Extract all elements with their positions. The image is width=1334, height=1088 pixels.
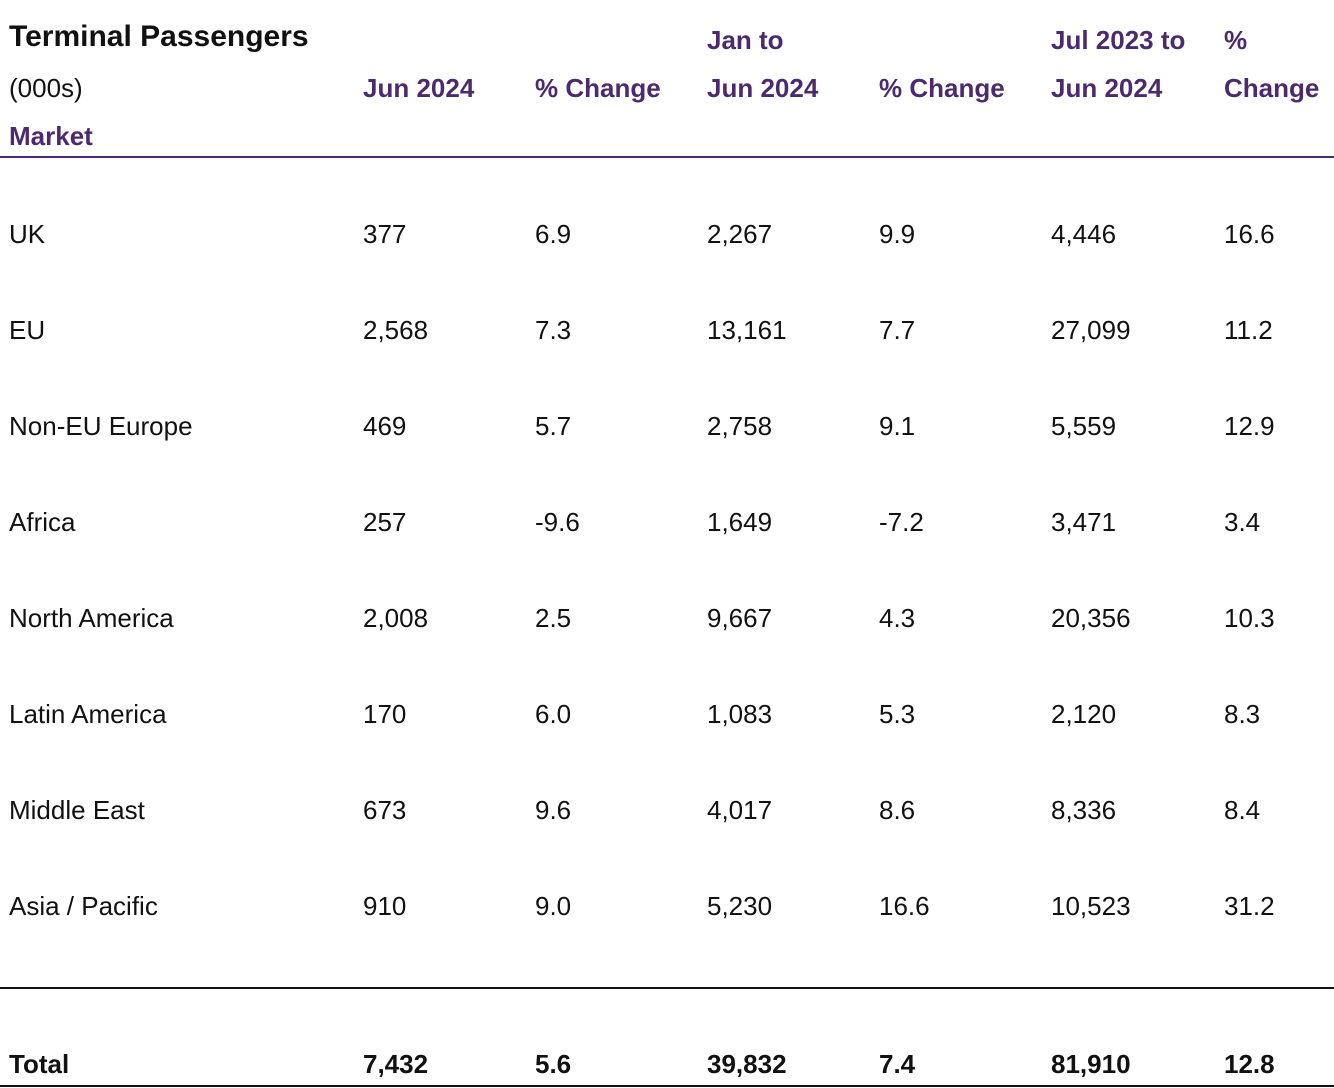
column-header-line1: Jan to <box>707 25 784 55</box>
value-cell: 469 <box>363 411 407 441</box>
value-cell: 3.4 <box>1224 507 1261 537</box>
market-cell: North America <box>9 603 174 633</box>
total-value-cell: 7,432 <box>363 1049 429 1079</box>
value-cell: 5.7 <box>535 411 572 441</box>
value-cell: 8.4 <box>1224 795 1261 825</box>
bottom-divider <box>0 1085 1334 1087</box>
market-cell: UK <box>9 219 46 249</box>
value-cell: 5.3 <box>879 699 916 729</box>
value-cell: 16.6 <box>1224 219 1275 249</box>
column-header-line1: % <box>1224 25 1248 55</box>
value-cell: 2,267 <box>707 219 773 249</box>
value-cell: 2,758 <box>707 411 773 441</box>
value-cell: 6.0 <box>535 699 572 729</box>
value-cell: 7.3 <box>535 315 572 345</box>
value-cell: 7.7 <box>879 315 916 345</box>
total-divider <box>0 987 1334 989</box>
value-cell: 673 <box>363 795 407 825</box>
value-cell: 4,446 <box>1051 219 1117 249</box>
value-cell: 9.0 <box>535 891 572 921</box>
total-value-cell: 5.6 <box>535 1049 572 1079</box>
value-cell: 1,083 <box>707 699 773 729</box>
column-header-line2: % Change <box>535 73 661 103</box>
value-cell: 9.1 <box>879 411 916 441</box>
column-header-line2: Jun 2024 <box>707 73 819 103</box>
total-value-cell: 12.8 <box>1224 1049 1275 1079</box>
column-header-line2: Change <box>1224 73 1320 103</box>
value-cell: 257 <box>363 507 407 537</box>
value-cell: 13,161 <box>707 315 787 345</box>
column-header-line2: % Change <box>879 73 1005 103</box>
value-cell: 2,120 <box>1051 699 1117 729</box>
total-value-cell: 81,910 <box>1051 1049 1131 1079</box>
market-cell: EU <box>9 315 46 345</box>
value-cell: 9.9 <box>879 219 916 249</box>
market-cell: Africa <box>9 507 76 537</box>
value-cell: 5,559 <box>1051 411 1117 441</box>
column-header-line2: Jun 2024 <box>1051 73 1163 103</box>
value-cell: 11.2 <box>1224 315 1273 345</box>
value-cell: 10,523 <box>1051 891 1131 921</box>
market-column-header: Market <box>9 121 93 151</box>
value-cell: 3,471 <box>1051 507 1117 537</box>
value-cell: -9.6 <box>535 507 580 537</box>
table-subtitle: (000s) <box>9 73 83 103</box>
market-cell: Asia / Pacific <box>9 891 158 921</box>
value-cell: 20,356 <box>1051 603 1131 633</box>
value-cell: 4.3 <box>879 603 916 633</box>
value-cell: 170 <box>363 699 407 729</box>
value-cell: 8.3 <box>1224 699 1261 729</box>
value-cell: 10.3 <box>1224 603 1275 633</box>
value-cell: 6.9 <box>535 219 572 249</box>
total-value-cell: 39,832 <box>707 1049 787 1079</box>
value-cell: 8,336 <box>1051 795 1117 825</box>
value-cell: 16.6 <box>879 891 930 921</box>
total-label: Total <box>9 1049 70 1079</box>
value-cell: 377 <box>363 219 407 249</box>
table-title: Terminal Passengers <box>9 20 309 53</box>
value-cell: 9.6 <box>535 795 572 825</box>
value-cell: 27,099 <box>1051 315 1131 345</box>
value-cell: 1,649 <box>707 507 773 537</box>
value-cell: 4,017 <box>707 795 773 825</box>
value-cell: -7.2 <box>879 507 924 537</box>
value-cell: 12.9 <box>1224 411 1275 441</box>
value-cell: 5,230 <box>707 891 773 921</box>
value-cell: 910 <box>363 891 407 921</box>
column-header-line2: Jun 2024 <box>363 73 475 103</box>
market-cell: Latin America <box>9 699 167 729</box>
market-cell: Non-EU Europe <box>9 411 193 441</box>
value-cell: 2.5 <box>535 603 572 633</box>
header-divider <box>0 156 1334 158</box>
value-cell: 9,667 <box>707 603 773 633</box>
market-cell: Middle East <box>9 795 145 825</box>
value-cell: 8.6 <box>879 795 916 825</box>
column-header-line1: Jul 2023 to <box>1051 25 1186 55</box>
total-value-cell: 7.4 <box>879 1049 916 1079</box>
value-cell: 2,008 <box>363 603 429 633</box>
value-cell: 31.2 <box>1224 891 1275 921</box>
value-cell: 2,568 <box>363 315 429 345</box>
